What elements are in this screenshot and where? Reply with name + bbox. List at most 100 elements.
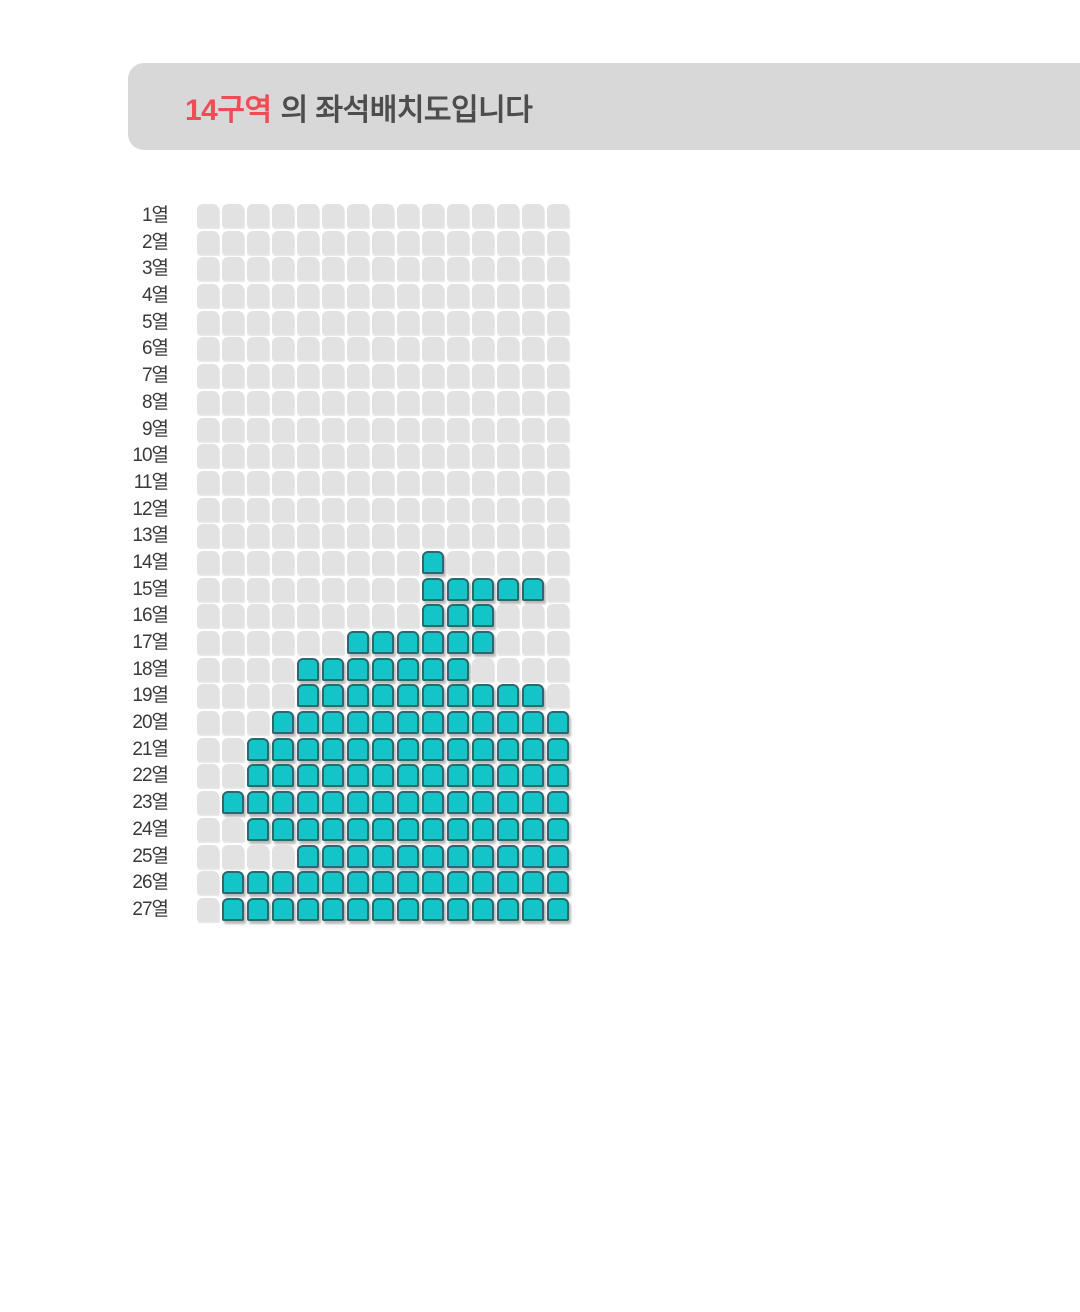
seat-available[interactable] (497, 577, 519, 601)
seat-available[interactable] (472, 604, 494, 628)
seat-available[interactable] (447, 871, 469, 895)
seat-available[interactable] (522, 817, 544, 841)
seat-available[interactable] (347, 657, 369, 681)
seat-available[interactable] (347, 737, 369, 761)
seat-available[interactable] (522, 791, 544, 815)
seat-available[interactable] (447, 737, 469, 761)
seat-available[interactable] (347, 791, 369, 815)
seat-available[interactable] (347, 631, 369, 654)
seat-available[interactable] (247, 817, 269, 841)
seat-available[interactable] (247, 791, 269, 815)
seat-available[interactable] (497, 684, 519, 708)
seat-available[interactable] (497, 817, 519, 841)
seat-available[interactable] (347, 844, 369, 868)
seat-available[interactable] (322, 871, 344, 895)
seat-available[interactable] (247, 897, 269, 921)
seat-available[interactable] (422, 871, 444, 895)
seat-available[interactable] (472, 737, 494, 761)
seat-available[interactable] (447, 791, 469, 815)
seat-available[interactable] (472, 764, 494, 788)
seat-available[interactable] (547, 791, 569, 815)
seat-available[interactable] (422, 577, 444, 601)
seat-available[interactable] (322, 791, 344, 815)
seat-available[interactable] (472, 577, 494, 601)
seat-available[interactable] (247, 764, 269, 788)
seat-available[interactable] (522, 684, 544, 708)
seat-available[interactable] (397, 657, 419, 681)
seat-available[interactable] (497, 737, 519, 761)
seat-available[interactable] (547, 737, 569, 761)
seat-available[interactable] (422, 550, 444, 574)
seat-available[interactable] (322, 817, 344, 841)
seat-available[interactable] (347, 764, 369, 788)
seat-available[interactable] (272, 897, 294, 921)
seat-available[interactable] (297, 791, 319, 815)
seat-available[interactable] (422, 817, 444, 841)
seat-available[interactable] (372, 844, 394, 868)
seat-available[interactable] (522, 577, 544, 601)
seat-available[interactable] (447, 897, 469, 921)
seat-available[interactable] (397, 631, 419, 654)
seat-available[interactable] (547, 817, 569, 841)
seat-available[interactable] (397, 897, 419, 921)
seat-available[interactable] (372, 764, 394, 788)
seat-available[interactable] (547, 844, 569, 868)
seat-available[interactable] (522, 897, 544, 921)
seat-available[interactable] (372, 897, 394, 921)
seat-available[interactable] (397, 844, 419, 868)
seat-available[interactable] (372, 817, 394, 841)
seat-available[interactable] (522, 737, 544, 761)
seat-available[interactable] (497, 897, 519, 921)
seat-available[interactable] (397, 871, 419, 895)
seat-available[interactable] (297, 897, 319, 921)
seat-available[interactable] (372, 657, 394, 681)
seat-available[interactable] (422, 604, 444, 628)
seat-available[interactable] (522, 764, 544, 788)
seat-available[interactable] (472, 844, 494, 868)
seat-available[interactable] (222, 897, 244, 921)
seat-available[interactable] (422, 791, 444, 815)
seat-available[interactable] (372, 871, 394, 895)
seat-available[interactable] (372, 737, 394, 761)
seat-available[interactable] (297, 711, 319, 735)
seat-available[interactable] (497, 764, 519, 788)
seat-available[interactable] (297, 737, 319, 761)
seat-available[interactable] (472, 817, 494, 841)
seat-available[interactable] (397, 791, 419, 815)
seat-available[interactable] (447, 817, 469, 841)
seat-available[interactable] (322, 657, 344, 681)
seat-available[interactable] (522, 844, 544, 868)
seat-available[interactable] (497, 871, 519, 895)
seat-available[interactable] (322, 764, 344, 788)
seat-available[interactable] (547, 897, 569, 921)
seat-available[interactable] (422, 897, 444, 921)
seat-available[interactable] (247, 737, 269, 761)
seat-available[interactable] (272, 871, 294, 895)
seat-available[interactable] (422, 844, 444, 868)
seat-available[interactable] (422, 737, 444, 761)
seat-available[interactable] (272, 817, 294, 841)
seat-available[interactable] (322, 844, 344, 868)
seat-available[interactable] (447, 684, 469, 708)
seat-available[interactable] (422, 684, 444, 708)
seat-available[interactable] (297, 817, 319, 841)
seat-available[interactable] (547, 711, 569, 735)
seat-available[interactable] (422, 657, 444, 681)
seat-available[interactable] (372, 684, 394, 708)
seat-available[interactable] (472, 631, 494, 654)
seat-available[interactable] (547, 871, 569, 895)
seat-available[interactable] (347, 684, 369, 708)
seat-available[interactable] (397, 711, 419, 735)
seat-available[interactable] (497, 844, 519, 868)
seat-available[interactable] (422, 631, 444, 654)
seat-available[interactable] (397, 817, 419, 841)
seat-available[interactable] (322, 684, 344, 708)
seat-available[interactable] (522, 871, 544, 895)
seat-available[interactable] (447, 577, 469, 601)
seat-available[interactable] (272, 764, 294, 788)
seat-available[interactable] (222, 871, 244, 895)
seat-available[interactable] (497, 711, 519, 735)
seat-available[interactable] (272, 791, 294, 815)
seat-available[interactable] (347, 871, 369, 895)
seat-available[interactable] (272, 711, 294, 735)
